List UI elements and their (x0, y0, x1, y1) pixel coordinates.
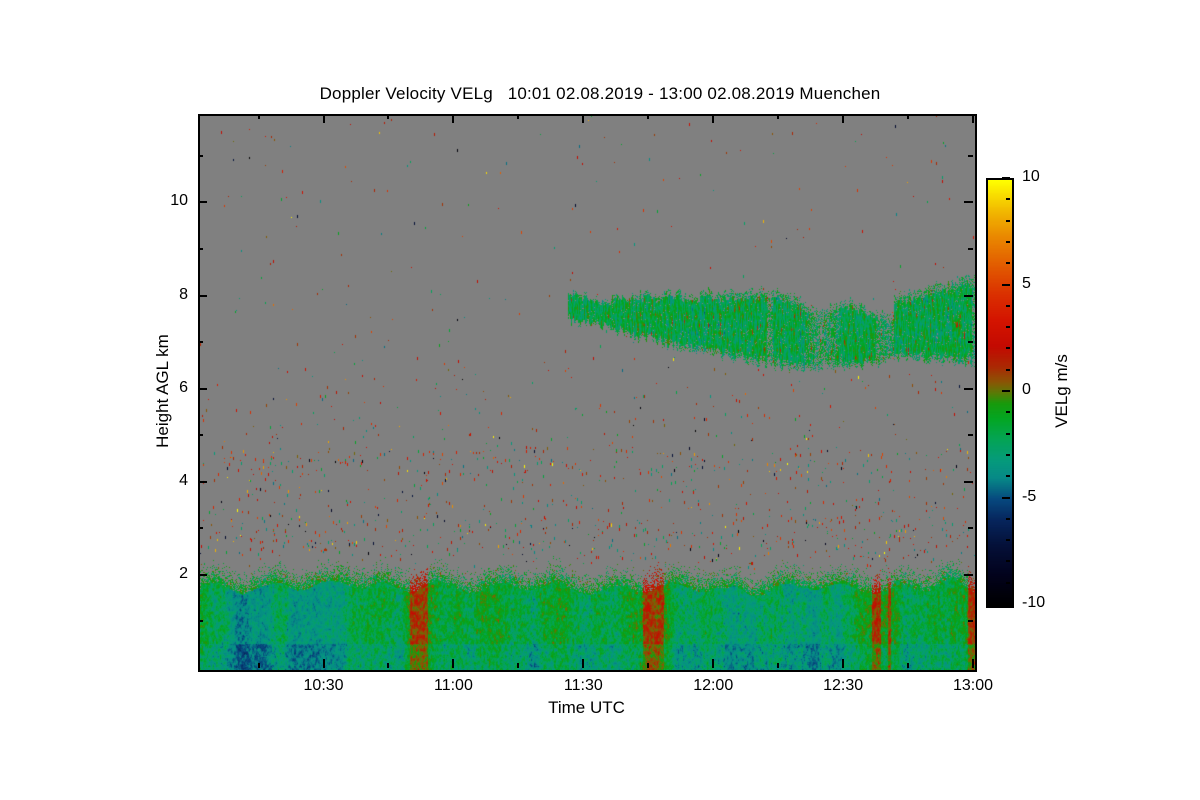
y-major-tick-right (964, 201, 973, 204)
doppler-velocity-heatmap (200, 116, 975, 670)
y-tick-label: 6 (179, 378, 188, 396)
colorbar-minor-tick (1006, 240, 1010, 243)
colorbar-minor-tick (1006, 262, 1010, 265)
x-minor-tick-top (387, 114, 390, 119)
y-major-tick-right (964, 480, 973, 483)
x-major-tick (582, 659, 585, 668)
y-minor-tick-right (968, 154, 973, 157)
page-title: Doppler Velocity VELg 10:01 02.08.2019 -… (319, 84, 881, 103)
x-tick-label: 11:30 (563, 677, 603, 694)
colorbar-minor-tick (1006, 539, 1010, 542)
colorbar-tick-label: 10 (1022, 168, 1040, 185)
colorbar-minor-tick (1006, 517, 1010, 520)
x-minor-tick (387, 663, 390, 668)
colorbar-minor-tick (1006, 347, 1010, 350)
y-minor-tick (198, 527, 203, 530)
x-major-tick (322, 659, 325, 668)
colorbar-title: VELg m/s (1052, 354, 1071, 428)
colorbar-minor-tick (1006, 326, 1010, 329)
x-minor-tick-top (907, 114, 910, 119)
colorbar-minor-tick (1006, 475, 1010, 478)
y-minor-tick-right (968, 341, 973, 344)
x-major-tick (712, 659, 715, 668)
colorbar-minor-tick (1006, 453, 1010, 456)
colorbar-major-tick (1002, 283, 1010, 286)
x-minor-tick (257, 663, 260, 668)
y-minor-tick (198, 620, 203, 623)
y-minor-tick (198, 248, 203, 250)
colorbar-major-tick (1002, 603, 1010, 605)
x-major-tick-top (322, 114, 325, 123)
colorbar-minor-tick (1006, 198, 1010, 201)
y-major-tick (198, 201, 207, 204)
x-minor-tick-top (517, 114, 520, 119)
colorbar-tick-label: 5 (1022, 274, 1031, 292)
colorbar (986, 178, 1014, 608)
x-major-tick-top (972, 114, 974, 123)
x-minor-tick-top (777, 114, 780, 119)
y-minor-tick-right (968, 620, 973, 623)
x-tick-label: 10:30 (303, 677, 344, 694)
colorbar-tick-label: 0 (1022, 381, 1031, 398)
x-tick-label: 12:30 (823, 677, 864, 694)
plot-area (198, 114, 977, 672)
y-major-tick (198, 387, 207, 390)
y-minor-tick (198, 434, 203, 437)
x-major-tick (842, 659, 845, 668)
colorbar-major-tick (1002, 496, 1010, 499)
colorbar-gradient (988, 180, 1012, 606)
colorbar-major-tick (1002, 177, 1010, 179)
x-minor-tick-top (647, 114, 650, 119)
x-minor-tick (777, 663, 780, 668)
y-major-tick-right (964, 573, 973, 576)
y-minor-tick-right (968, 248, 973, 250)
x-major-tick (452, 659, 455, 668)
x-minor-tick (647, 663, 650, 668)
x-tick-label: 12:00 (693, 677, 734, 694)
colorbar-minor-tick (1006, 581, 1010, 584)
y-minor-tick-right (968, 527, 973, 530)
colorbar-tick-label: -10 (1022, 594, 1046, 611)
y-major-tick (198, 480, 207, 483)
x-tick-label: 13:00 (952, 677, 994, 694)
x-minor-tick (907, 663, 910, 668)
y-tick-label: 10 (170, 192, 188, 210)
colorbar-minor-tick (1006, 411, 1010, 414)
colorbar-tick-label: -5 (1022, 487, 1037, 505)
y-major-tick-right (964, 294, 973, 297)
y-minor-tick (198, 154, 203, 157)
colorbar-minor-tick (1006, 432, 1010, 435)
colorbar-minor-tick (1006, 219, 1010, 222)
y-axis-title: Height AGL km (153, 334, 172, 448)
x-major-tick-top (582, 114, 585, 123)
colorbar-minor-tick (1006, 368, 1010, 371)
colorbar-minor-tick (1006, 560, 1010, 563)
y-minor-tick (198, 341, 203, 344)
x-major-tick (972, 659, 974, 668)
y-major-tick (198, 573, 207, 576)
colorbar-major-tick (1002, 390, 1010, 392)
y-major-tick (198, 294, 207, 297)
y-tick-label: 4 (179, 471, 188, 489)
x-major-tick-top (842, 114, 845, 123)
y-major-tick-right (964, 387, 973, 390)
y-tick-label: 2 (179, 564, 188, 582)
x-tick-label: 11:00 (434, 677, 473, 694)
x-minor-tick (517, 663, 520, 668)
x-major-tick-top (452, 114, 455, 123)
x-minor-tick-top (257, 114, 260, 119)
y-tick-label: 8 (179, 285, 188, 303)
x-major-tick-top (712, 114, 715, 123)
y-minor-tick-right (968, 434, 973, 437)
colorbar-minor-tick (1006, 304, 1010, 307)
x-axis-title: Time UTC (548, 698, 625, 717)
